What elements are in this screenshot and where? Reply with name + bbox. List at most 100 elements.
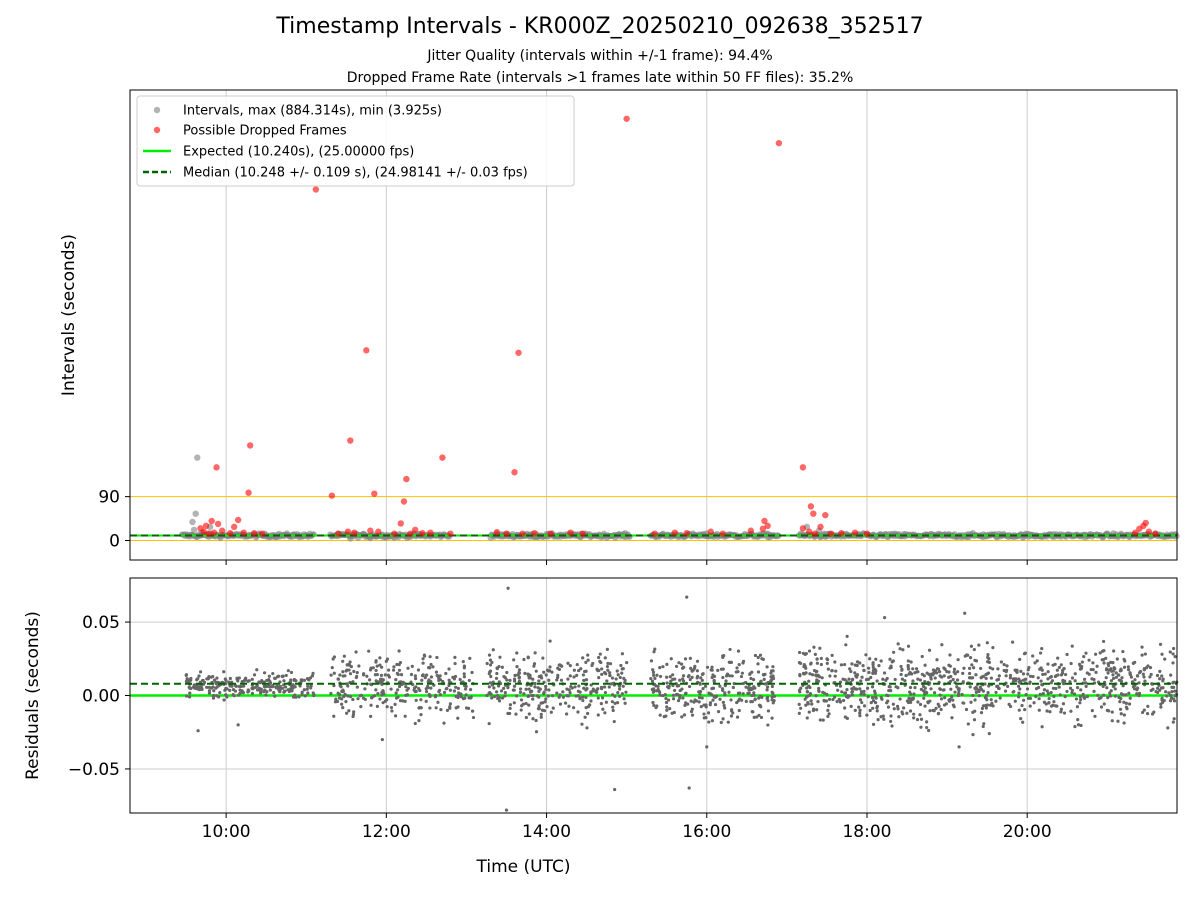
residual-point xyxy=(684,691,688,695)
residual-point xyxy=(1027,665,1031,670)
residual-point xyxy=(1073,724,1077,729)
residual-point xyxy=(737,708,741,713)
residual-point xyxy=(198,685,203,689)
residual-point xyxy=(1110,719,1114,723)
residual-point xyxy=(341,670,345,674)
dropped-frame-point xyxy=(210,529,218,536)
residual-point xyxy=(488,658,493,662)
residual-point xyxy=(1142,708,1146,712)
residual-point xyxy=(843,662,847,667)
residual-point xyxy=(1102,639,1106,644)
residual-point xyxy=(568,691,572,695)
residual-point xyxy=(1016,684,1021,688)
residual-point xyxy=(840,690,844,694)
residual-point xyxy=(906,659,910,663)
residual-point xyxy=(503,676,507,680)
residual-point xyxy=(1038,692,1042,696)
residuals-y-tick-label: 0.00 xyxy=(82,687,120,707)
residual-point xyxy=(191,685,196,689)
residual-point xyxy=(876,717,880,722)
dropped-frame-point xyxy=(863,530,871,537)
residual-point xyxy=(929,687,933,691)
residual-point xyxy=(589,683,593,687)
dropped-frame-point xyxy=(344,528,352,535)
residual-point xyxy=(832,695,837,699)
residual-point xyxy=(420,678,424,682)
residual-point xyxy=(761,673,766,677)
residual-point xyxy=(574,694,578,698)
residual-point xyxy=(770,695,774,699)
residual-point xyxy=(466,706,471,710)
residual-point xyxy=(1005,664,1009,668)
dropped-frame-point xyxy=(671,529,678,536)
residual-point xyxy=(580,722,584,726)
residual-point xyxy=(1162,698,1166,703)
residual-point xyxy=(858,714,862,718)
residual-point xyxy=(577,668,581,673)
residual-point xyxy=(336,677,341,681)
residual-point xyxy=(1040,725,1044,729)
residual-point xyxy=(849,669,853,674)
residual-point xyxy=(1045,709,1049,713)
residual-point xyxy=(413,721,417,726)
residual-point xyxy=(821,718,825,722)
residual-point xyxy=(306,684,310,688)
residual-point xyxy=(766,709,771,713)
residual-point xyxy=(875,706,879,710)
residual-point xyxy=(744,699,748,703)
residual-point xyxy=(406,666,410,670)
residual-point xyxy=(892,650,896,654)
residual-point xyxy=(889,714,893,718)
residual-point xyxy=(810,673,815,677)
residual-point xyxy=(1049,690,1053,695)
residual-point xyxy=(536,707,541,711)
residual-point xyxy=(524,701,528,706)
dropped-frame-point xyxy=(218,527,226,534)
residual-point xyxy=(561,695,565,699)
residual-point xyxy=(974,690,978,694)
residual-point xyxy=(1106,671,1110,675)
residual-point xyxy=(1158,688,1162,692)
residual-point xyxy=(746,686,751,690)
residual-point xyxy=(1146,704,1150,708)
residual-point xyxy=(546,694,550,698)
residual-point xyxy=(879,659,883,663)
residual-point xyxy=(862,704,867,708)
residual-point xyxy=(495,690,499,694)
residual-point xyxy=(845,687,849,692)
residual-point xyxy=(582,686,586,690)
residual-point xyxy=(187,685,191,689)
residual-point xyxy=(518,687,523,691)
residual-point xyxy=(1004,670,1008,674)
residual-point xyxy=(342,654,346,658)
residual-point xyxy=(508,706,512,711)
residual-point xyxy=(963,611,967,615)
residual-point xyxy=(421,661,425,665)
residual-point xyxy=(282,679,286,683)
residual-point xyxy=(1142,675,1146,679)
residual-point xyxy=(286,669,290,673)
residual-point xyxy=(533,685,537,689)
residual-point xyxy=(502,686,506,690)
residual-point xyxy=(573,685,577,689)
residual-point xyxy=(569,685,573,689)
residual-point xyxy=(974,673,978,677)
residual-point xyxy=(519,698,524,702)
residual-point xyxy=(506,686,510,690)
residual-point xyxy=(769,671,773,675)
residual-point xyxy=(341,659,345,663)
residual-point xyxy=(683,703,687,707)
residual-point xyxy=(677,661,681,665)
residual-point xyxy=(894,685,898,689)
residual-point xyxy=(453,661,457,666)
residual-point xyxy=(340,697,344,701)
dropped-frame-point xyxy=(328,492,336,499)
residual-point xyxy=(448,688,452,692)
residual-point xyxy=(710,675,714,680)
residual-point xyxy=(1052,694,1056,699)
residual-point xyxy=(558,702,563,706)
residual-point xyxy=(1036,676,1040,680)
residual-point xyxy=(185,694,189,698)
residual-point xyxy=(600,672,604,676)
residual-point xyxy=(372,694,377,698)
